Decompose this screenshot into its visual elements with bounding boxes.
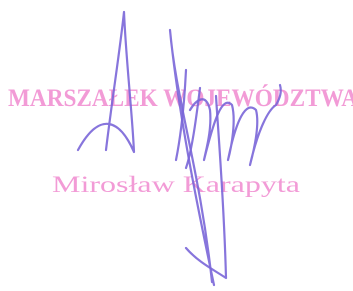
stamp-name: Mirosław Karapyta <box>52 172 300 197</box>
signature-stamp: MARSZAŁEK WOJEWÓDZTWA Mirosław Karapyta <box>0 0 353 291</box>
background <box>0 0 353 291</box>
